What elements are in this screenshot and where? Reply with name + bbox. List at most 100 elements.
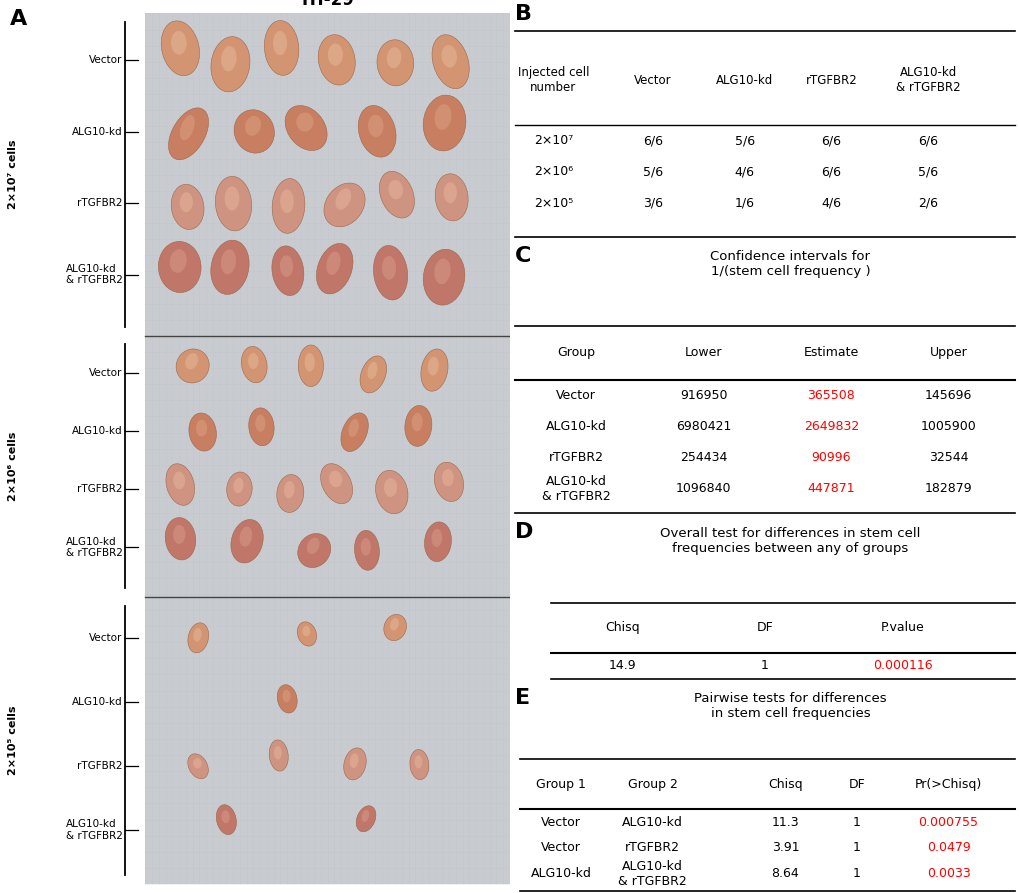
Text: ALG10-kd: ALG10-kd xyxy=(71,697,122,707)
Text: 5/6: 5/6 xyxy=(642,165,662,179)
Ellipse shape xyxy=(216,805,236,835)
Text: 916950: 916950 xyxy=(680,388,727,402)
Ellipse shape xyxy=(171,31,186,54)
Text: 3.91: 3.91 xyxy=(770,841,799,855)
Ellipse shape xyxy=(383,614,407,640)
Ellipse shape xyxy=(383,478,396,497)
Text: 8.64: 8.64 xyxy=(770,867,799,880)
Ellipse shape xyxy=(431,529,442,547)
Ellipse shape xyxy=(274,746,281,760)
Ellipse shape xyxy=(169,249,186,272)
Ellipse shape xyxy=(189,413,216,451)
Text: Overall test for differences in stem cell
frequencies between any of groups: Overall test for differences in stem cel… xyxy=(659,527,920,555)
Ellipse shape xyxy=(272,179,305,233)
Ellipse shape xyxy=(211,240,249,295)
Ellipse shape xyxy=(245,116,261,136)
Text: 2×10⁷: 2×10⁷ xyxy=(533,134,573,147)
Ellipse shape xyxy=(432,35,469,88)
Ellipse shape xyxy=(282,690,290,702)
Ellipse shape xyxy=(173,472,184,489)
Bar xyxy=(145,13,509,884)
Text: 1: 1 xyxy=(852,867,860,880)
Ellipse shape xyxy=(305,353,315,371)
Text: Group 2: Group 2 xyxy=(628,778,677,790)
Text: ALG10-kd
& rTGFBR2: ALG10-kd & rTGFBR2 xyxy=(618,860,687,888)
Ellipse shape xyxy=(328,471,342,488)
Text: Vector: Vector xyxy=(89,633,122,643)
Ellipse shape xyxy=(196,420,207,437)
Ellipse shape xyxy=(382,256,395,280)
Text: Vector: Vector xyxy=(89,55,122,65)
Ellipse shape xyxy=(239,527,252,547)
Ellipse shape xyxy=(273,31,286,55)
Ellipse shape xyxy=(233,478,244,493)
Text: DF: DF xyxy=(756,622,772,634)
Ellipse shape xyxy=(327,44,342,66)
Text: Lower: Lower xyxy=(685,346,721,359)
Ellipse shape xyxy=(410,749,428,780)
Ellipse shape xyxy=(434,104,451,129)
Ellipse shape xyxy=(423,249,465,305)
Text: 145696: 145696 xyxy=(924,388,971,402)
Text: P.value: P.value xyxy=(880,622,923,634)
Ellipse shape xyxy=(176,349,209,383)
Text: 11.3: 11.3 xyxy=(770,815,799,829)
Text: 254434: 254434 xyxy=(680,451,727,464)
Ellipse shape xyxy=(179,115,195,140)
Ellipse shape xyxy=(248,353,258,369)
Ellipse shape xyxy=(318,35,355,85)
Text: ALG10-kd: ALG10-kd xyxy=(545,420,606,433)
Text: Vector: Vector xyxy=(555,388,596,402)
Ellipse shape xyxy=(264,21,299,75)
Text: Group: Group xyxy=(556,346,595,359)
Ellipse shape xyxy=(285,105,327,151)
Text: 1: 1 xyxy=(852,841,860,855)
Ellipse shape xyxy=(434,463,464,502)
Ellipse shape xyxy=(298,345,323,387)
Ellipse shape xyxy=(242,346,267,383)
Ellipse shape xyxy=(343,747,366,780)
Text: 0.000116: 0.000116 xyxy=(872,659,931,672)
Ellipse shape xyxy=(368,114,383,137)
Ellipse shape xyxy=(161,21,200,76)
Text: 3/6: 3/6 xyxy=(642,196,662,210)
Ellipse shape xyxy=(356,805,376,831)
Ellipse shape xyxy=(434,258,450,284)
Ellipse shape xyxy=(412,413,422,431)
Text: Estimate: Estimate xyxy=(803,346,858,359)
Ellipse shape xyxy=(272,246,304,296)
Text: 1/6: 1/6 xyxy=(734,196,754,210)
Ellipse shape xyxy=(221,46,236,71)
Text: 14.9: 14.9 xyxy=(607,659,636,672)
Ellipse shape xyxy=(386,47,400,68)
Ellipse shape xyxy=(158,241,201,293)
Text: ALG10-kd: ALG10-kd xyxy=(622,815,683,829)
Text: Vector: Vector xyxy=(634,74,671,87)
Ellipse shape xyxy=(193,758,202,769)
Ellipse shape xyxy=(350,754,358,768)
Text: 6980421: 6980421 xyxy=(676,420,731,433)
Text: Confidence intervals for
1/(stem cell frequency ): Confidence intervals for 1/(stem cell fr… xyxy=(710,250,869,278)
Ellipse shape xyxy=(230,520,263,563)
Text: 2×10⁶: 2×10⁶ xyxy=(533,165,573,179)
Ellipse shape xyxy=(307,538,319,555)
Text: 5/6: 5/6 xyxy=(734,134,754,147)
Text: 6/6: 6/6 xyxy=(820,165,841,179)
Text: 32544: 32544 xyxy=(928,451,967,464)
Ellipse shape xyxy=(234,110,274,153)
Text: ALG10-kd
& rTGFBR2: ALG10-kd & rTGFBR2 xyxy=(541,475,610,503)
Text: A: A xyxy=(10,9,28,29)
Text: 1: 1 xyxy=(760,659,768,672)
Text: Vector: Vector xyxy=(540,841,581,855)
Text: 0.0033: 0.0033 xyxy=(926,867,969,880)
Ellipse shape xyxy=(379,171,414,218)
Text: ALG10-kd
& rTGFBR2: ALG10-kd & rTGFBR2 xyxy=(895,66,960,95)
Text: Vector: Vector xyxy=(540,815,581,829)
Ellipse shape xyxy=(269,740,288,771)
Text: 4/6: 4/6 xyxy=(820,196,841,210)
Text: 2×10⁵: 2×10⁵ xyxy=(533,196,573,210)
Ellipse shape xyxy=(355,530,379,571)
Ellipse shape xyxy=(166,463,195,505)
Text: 90996: 90996 xyxy=(811,451,850,464)
Ellipse shape xyxy=(415,755,422,769)
